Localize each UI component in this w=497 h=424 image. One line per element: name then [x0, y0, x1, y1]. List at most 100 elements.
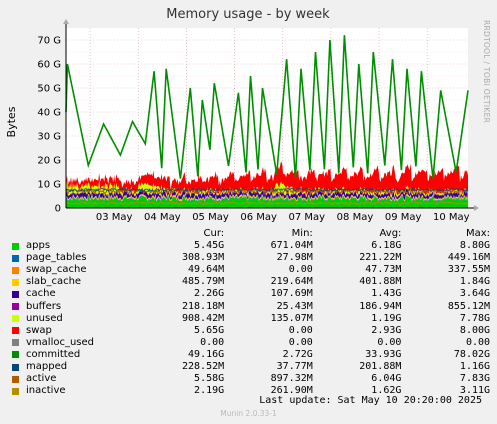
legend-name: page_tables: [26, 252, 87, 264]
legend-avg: 221.22M: [359, 252, 402, 264]
legend-name: swap_cache: [26, 264, 87, 276]
area-slab_cache: [66, 193, 468, 202]
legend-swatch: [12, 375, 19, 383]
legend-avg: 2.93G: [371, 324, 402, 336]
y-axis-label: Bytes: [5, 106, 18, 137]
legend-swatch: [12, 278, 19, 286]
chart-title: Memory usage - by week: [166, 7, 330, 22]
munin-version: Munin 2.0.33-1: [220, 409, 277, 418]
legend-row-active: active 5.58G 897.32M 6.04G 7.83G: [12, 373, 490, 385]
legend-swatch: [12, 254, 19, 262]
legend-max: 449.16M: [447, 252, 491, 264]
area-swap: [66, 161, 468, 196]
y-tick-label: 40 G: [37, 108, 61, 119]
legend-min: 25.43M: [276, 300, 313, 312]
x-tick-label: 09 May: [385, 212, 422, 223]
x-tick-labels: 03 May 04 May 05 May 06 May 07 May 08 May 09 M…: [96, 212, 470, 223]
y-tick-label: 0: [55, 204, 61, 215]
last-update: Last update: Sat May 10 20:20:00 2025: [259, 395, 482, 406]
x-tick-label: 06 May: [240, 212, 277, 223]
legend-header: Cur: Min: Avg: Max:: [12, 228, 491, 240]
area-cache: [66, 189, 468, 200]
legend-max: 8.80G: [459, 240, 491, 252]
legend-max: 8.00G: [459, 324, 491, 336]
legend-max: 7.78G: [459, 312, 491, 324]
y-tick-label: 60 G: [37, 60, 61, 71]
legend-swatch: [12, 387, 19, 395]
legend-name: inactive: [26, 385, 66, 397]
legend-name: slab_cache: [26, 276, 82, 288]
legend-avg: 33.93G: [365, 348, 402, 360]
legend-min: 671.04M: [270, 240, 313, 252]
y-axis-arrow: [63, 19, 69, 24]
legend-max: 855.12M: [447, 300, 491, 312]
legend-avg: 201.88M: [359, 361, 402, 373]
legend-row-apps: apps 5.45G 671.04M 6.18G 8.80G: [12, 240, 490, 252]
legend-cur: 2.19G: [194, 385, 225, 397]
legend-cur: 218.18M: [182, 300, 225, 312]
legend-cur: 908.42M: [182, 312, 225, 324]
legend-name: swap: [26, 324, 52, 336]
legend-row-vmalloc_used: vmalloc_used 0.00 0.00 0.00 0.00: [12, 337, 490, 349]
legend-max: 1.16G: [459, 361, 491, 373]
legend-cur: 5.45G: [194, 240, 225, 252]
legend-row-cache: cache 2.26G 107.69M 1.43G 3.64G: [12, 288, 490, 300]
legend-swatch: [12, 339, 19, 347]
x-tick-label: 07 May: [289, 212, 326, 223]
legend-row-swap: swap 5.65G 0.00 2.93G 8.00G: [12, 325, 490, 337]
legend-min: 0.00: [288, 264, 313, 276]
legend-max: 78.02G: [453, 348, 491, 360]
legend-min: 27.98M: [276, 252, 313, 264]
x-tick-label: 04 May: [144, 212, 181, 223]
x-tick-label: 05 May: [192, 212, 229, 223]
y-tick-labels: 0 10 G 20 G 30 G 40 G 50 G 60 G 70 G: [37, 36, 61, 215]
legend-name: cache: [26, 288, 56, 300]
legend-swatch: [12, 363, 19, 371]
legend-cur: 0.00: [200, 336, 225, 348]
legend-min: 261.90M: [270, 385, 313, 397]
legend-min: 37.77M: [276, 361, 313, 373]
legend-avg: 6.04G: [371, 373, 402, 385]
legend-name: vmalloc_used: [26, 336, 95, 348]
x-tick-label: 03 May: [96, 212, 133, 223]
legend-name: apps: [26, 240, 51, 252]
legend-cur: 308.93M: [182, 252, 225, 264]
legend-cur: 5.58G: [194, 373, 225, 385]
legend-cur: 49.16G: [188, 348, 225, 360]
header-min: Min:: [291, 228, 313, 239]
legend-row-swap_cache: swap_cache 49.64M 0.00 47.73M 337.55M: [12, 264, 490, 276]
legend-cur: 49.64M: [188, 264, 225, 276]
line-inactive: [65, 201, 469, 206]
area-apps: [66, 196, 468, 208]
legend-row-mapped: mapped 228.52M 37.77M 201.88M 1.16G: [12, 361, 490, 373]
legend-name: unused: [26, 312, 63, 324]
y-tick-label: 20 G: [37, 156, 61, 167]
y-tick-label: 30 G: [37, 132, 61, 143]
line-active: [65, 187, 469, 196]
legend-avg: 401.88M: [359, 276, 402, 288]
legend-name: committed: [26, 348, 81, 360]
axes: [63, 19, 479, 211]
line-mapped: [65, 187, 469, 193]
legend-name: mapped: [26, 361, 68, 373]
legend-avg: 47.73M: [365, 264, 402, 276]
legend-min: 107.69M: [270, 288, 313, 300]
x-tick-label: 08 May: [337, 212, 374, 223]
legend-row-buffers: buffers 218.18M 25.43M 186.94M 855.12M: [12, 301, 490, 313]
legend-cur: 485.79M: [182, 276, 225, 288]
legend-avg: 6.18G: [371, 240, 402, 252]
legend-cur: 228.52M: [182, 361, 225, 373]
legend-name: active: [26, 373, 57, 385]
legend-max: 1.84G: [459, 276, 491, 288]
header-cur: Cur:: [203, 228, 225, 239]
legend-row-committed: committed 49.16G 2.72G 33.93G 78.02G: [12, 349, 490, 361]
header-max: Max:: [465, 228, 491, 239]
legend-max: 3.11G: [459, 385, 491, 397]
x-tick-label: 10 May: [433, 212, 470, 223]
legend-min: 0.00: [288, 324, 313, 336]
legend-min: 897.32M: [270, 373, 313, 385]
legend-name: buffers: [26, 300, 62, 312]
legend-max: 3.64G: [459, 288, 491, 300]
y-tick-label: 70 G: [37, 36, 61, 47]
